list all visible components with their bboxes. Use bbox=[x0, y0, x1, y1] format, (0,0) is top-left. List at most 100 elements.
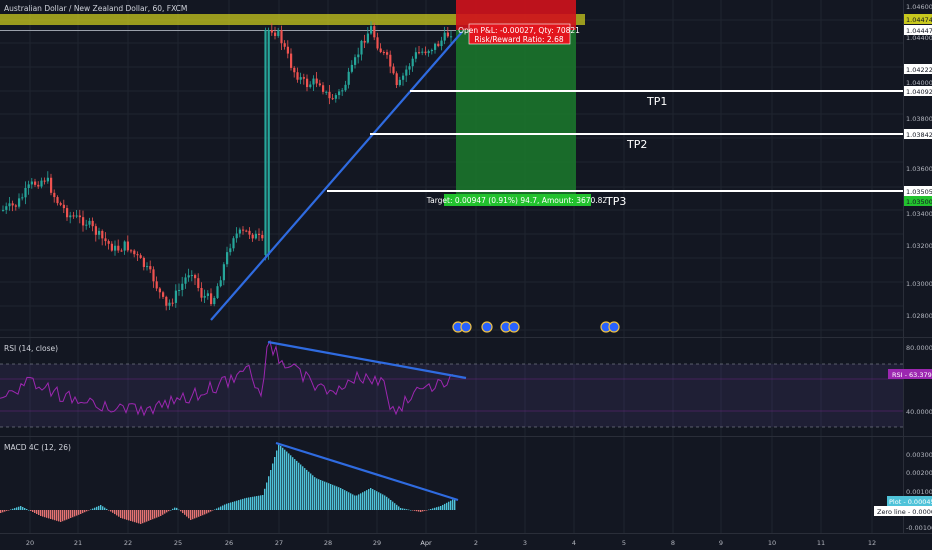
candle-body bbox=[216, 286, 219, 298]
price-tag bbox=[904, 129, 932, 139]
macd-bar bbox=[404, 508, 406, 510]
macd-bar bbox=[424, 510, 426, 511]
time-axis-border bbox=[0, 533, 932, 534]
symbol-title[interactable]: Australian Dollar / New Zealand Dollar, … bbox=[4, 4, 187, 13]
macd-bar bbox=[238, 500, 240, 510]
candle-body bbox=[373, 26, 376, 38]
macd-bar bbox=[192, 510, 194, 520]
macd-bar bbox=[438, 506, 440, 510]
resistance-zone[interactable] bbox=[0, 14, 585, 25]
macd-bar bbox=[228, 503, 230, 510]
candle-body bbox=[14, 205, 17, 207]
macd-bar bbox=[426, 510, 428, 511]
macd-bar bbox=[100, 505, 102, 510]
macd-bar bbox=[242, 498, 244, 510]
candle-body bbox=[136, 254, 139, 256]
candle-body bbox=[344, 84, 347, 91]
macd-bar bbox=[442, 504, 444, 510]
rsi-pane[interactable]: RSI (14, close) bbox=[0, 339, 903, 428]
ascending-trendline[interactable] bbox=[210, 31, 463, 321]
macd-label[interactable]: MACD 4C (12, 26) bbox=[4, 443, 71, 452]
macd-bar bbox=[336, 486, 338, 510]
macd-bar bbox=[30, 510, 32, 511]
time-tick-label: 5 bbox=[622, 539, 626, 547]
macd-bar bbox=[214, 509, 216, 510]
open-pl-text: Open P&L: -0.00027, Qty: 70821 bbox=[458, 26, 580, 35]
macd-bar bbox=[210, 510, 212, 512]
macd-bar bbox=[450, 500, 452, 510]
macd-bar bbox=[414, 510, 416, 511]
pane-separator[interactable] bbox=[0, 337, 932, 338]
candle-body bbox=[350, 64, 353, 72]
macd-bar bbox=[452, 499, 454, 510]
candle-body bbox=[75, 215, 78, 217]
macd-bar bbox=[226, 503, 228, 510]
candle-body bbox=[264, 30, 267, 255]
macd-bar bbox=[186, 510, 188, 517]
macd-bar bbox=[158, 510, 160, 517]
candle-body bbox=[414, 52, 417, 59]
candle-body bbox=[62, 204, 65, 209]
price-tag bbox=[904, 64, 932, 74]
macd-bar bbox=[290, 455, 292, 510]
macd-bar bbox=[216, 508, 218, 510]
macd-divergence-line[interactable] bbox=[275, 441, 459, 502]
candle-body bbox=[155, 281, 158, 289]
macd-pane[interactable]: MACD 4C (12, 26) bbox=[0, 441, 459, 524]
candle-body bbox=[299, 77, 302, 80]
rsi-band bbox=[0, 364, 903, 427]
macd-bar bbox=[78, 510, 80, 515]
time-tick-label: 12 bbox=[868, 539, 876, 547]
rsi-tick-label: 80.0000 bbox=[906, 344, 932, 352]
price-pane[interactable]: TP1 TP2 TP3 Open P&L: -0.00027, Qty: 708… bbox=[0, 0, 903, 333]
candle-body bbox=[440, 40, 443, 47]
time-axis[interactable]: 20 21 22 25 26 27 28 29 Apr 2 3 4 5 8 9 10 11 12 bbox=[26, 539, 876, 547]
candle-body bbox=[133, 250, 136, 255]
macd-bar bbox=[420, 510, 422, 512]
candle-body bbox=[203, 295, 206, 298]
macd-bar bbox=[352, 494, 354, 510]
time-tick-label: 27 bbox=[275, 539, 283, 547]
candle-body bbox=[146, 266, 149, 268]
macd-bar bbox=[270, 470, 272, 510]
macd-bar bbox=[266, 482, 268, 510]
time-tick-label: 2 bbox=[474, 539, 478, 547]
candle-body bbox=[398, 79, 401, 86]
macd-bar bbox=[76, 510, 78, 516]
time-tick-label: 9 bbox=[719, 539, 723, 547]
macd-bar bbox=[96, 506, 98, 510]
macd-bar bbox=[376, 491, 378, 510]
macd-bar bbox=[382, 494, 384, 510]
rsi-divergence-line[interactable] bbox=[267, 340, 467, 380]
macd-bar bbox=[236, 500, 238, 510]
macd-bar bbox=[356, 495, 358, 510]
macd-bar bbox=[48, 510, 50, 519]
target-text: Target: 0.00947 (0.91%) 94.7, Amount: 36… bbox=[426, 196, 608, 205]
price-axis[interactable]: 1.04600 1.04400 1.04000 1.03800 1.03600 1.034… bbox=[874, 3, 932, 532]
macd-bar bbox=[258, 495, 260, 510]
pane-separator[interactable] bbox=[0, 436, 932, 437]
macd-bar bbox=[416, 510, 418, 512]
take-profit-zone[interactable] bbox=[456, 30, 576, 200]
rsi-label[interactable]: RSI (14, close) bbox=[4, 344, 58, 353]
macd-bar bbox=[218, 507, 220, 510]
macd-histogram bbox=[0, 444, 456, 524]
candle-body bbox=[274, 32, 277, 36]
candle-body bbox=[94, 226, 97, 235]
price-tag bbox=[904, 86, 932, 96]
target-info-box[interactable] bbox=[444, 194, 591, 206]
candle-body bbox=[235, 233, 238, 239]
macd-bar bbox=[0, 510, 2, 513]
macd-bar bbox=[246, 497, 248, 510]
candle-body bbox=[328, 91, 331, 99]
position-info-box[interactable] bbox=[468, 23, 571, 45]
candle-body bbox=[296, 72, 299, 80]
events-row[interactable] bbox=[452, 321, 620, 333]
time-tick-label: 10 bbox=[768, 539, 776, 547]
macd-bar bbox=[110, 510, 112, 512]
macd-bar bbox=[170, 510, 172, 511]
candle-body bbox=[290, 53, 293, 68]
macd-bar bbox=[138, 510, 140, 524]
macd-bar bbox=[250, 497, 252, 510]
